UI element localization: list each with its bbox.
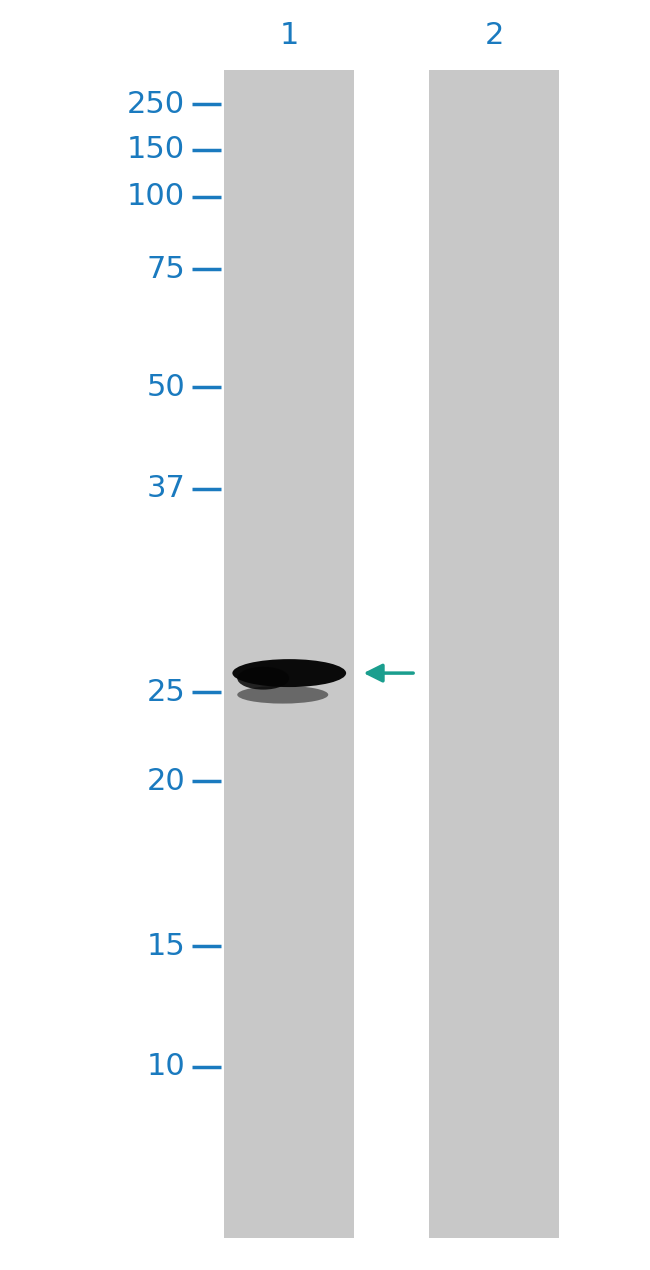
Text: 100: 100 [127, 183, 185, 211]
Text: 20: 20 [146, 767, 185, 795]
Ellipse shape [233, 659, 346, 687]
Text: 75: 75 [146, 255, 185, 283]
Text: 15: 15 [146, 932, 185, 960]
Bar [429, 70, 559, 1238]
Ellipse shape [237, 686, 328, 704]
Text: 1: 1 [280, 22, 299, 50]
Text: 250: 250 [127, 90, 185, 118]
Text: 37: 37 [146, 475, 185, 503]
Text: 50: 50 [146, 373, 185, 401]
Text: 150: 150 [127, 136, 185, 164]
Text: 10: 10 [146, 1053, 185, 1081]
Text: 2: 2 [484, 22, 504, 50]
Bar [224, 70, 354, 1238]
Ellipse shape [237, 667, 289, 690]
Text: 25: 25 [146, 678, 185, 706]
